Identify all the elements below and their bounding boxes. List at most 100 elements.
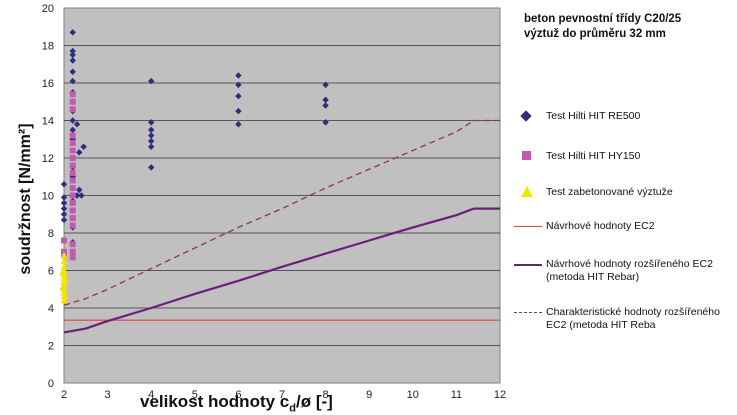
square-marker-icon bbox=[522, 151, 531, 160]
y-tick-label: 10 bbox=[42, 191, 54, 203]
y-tick-label: 2 bbox=[48, 341, 54, 353]
x-tick-label: 10 bbox=[407, 389, 419, 401]
legend-item-hy150: Test Hilti HIT HY150 bbox=[510, 150, 735, 164]
diamond-marker-icon bbox=[520, 110, 532, 122]
data-point bbox=[60, 263, 68, 270]
data-point bbox=[69, 170, 76, 176]
y-tick-label: 6 bbox=[48, 266, 54, 278]
data-point bbox=[69, 51, 76, 59]
x-tick-label: 6 bbox=[235, 389, 241, 401]
legend-label: Návrhové hodnoty rozšířeného EC2 (metoda… bbox=[546, 258, 713, 283]
data-point bbox=[69, 126, 76, 134]
data-point bbox=[69, 106, 76, 113]
data-point bbox=[69, 91, 76, 98]
x-tick-label: 9 bbox=[366, 389, 372, 401]
data-point bbox=[148, 126, 155, 134]
data-point bbox=[76, 186, 83, 194]
data-point bbox=[61, 248, 67, 255]
legend-label: Test zabetonované výztuže bbox=[546, 186, 673, 198]
y-tick-label: 0 bbox=[48, 378, 54, 390]
x-tick-label: 2 bbox=[61, 389, 67, 401]
y-tick-label: 18 bbox=[42, 41, 54, 53]
y-tick-label: 20 bbox=[42, 3, 54, 15]
data-point bbox=[69, 248, 76, 255]
data-point bbox=[80, 143, 87, 150]
data-point bbox=[60, 199, 68, 207]
data-point bbox=[59, 268, 67, 276]
data-point bbox=[69, 140, 76, 146]
data-point bbox=[61, 276, 69, 283]
data-point bbox=[322, 81, 329, 89]
data-point bbox=[148, 137, 155, 145]
series-line bbox=[63, 207, 500, 334]
legend-item-ec2: Návrhové hodnoty EC2 bbox=[510, 220, 735, 234]
data-point bbox=[60, 297, 68, 304]
x-tick-label: 4 bbox=[148, 389, 154, 401]
series-layer bbox=[59, 29, 500, 334]
data-point bbox=[69, 77, 76, 85]
data-point bbox=[69, 241, 76, 248]
data-point bbox=[148, 164, 155, 171]
x-tick-label: 3 bbox=[105, 389, 111, 401]
data-point bbox=[322, 119, 329, 126]
data-point bbox=[69, 185, 76, 191]
x-axis-label-prefix: velikost hodnoty c bbox=[140, 392, 290, 411]
data-point bbox=[60, 216, 68, 224]
x-axis-label: velikost hodnoty cd/ø [-] bbox=[140, 392, 440, 414]
x-axis-label-subscript: d bbox=[289, 402, 296, 415]
data-point bbox=[69, 222, 76, 229]
note-line-2: výztuž do průměru 32 mm bbox=[524, 28, 666, 40]
data-point bbox=[235, 121, 242, 128]
data-point bbox=[59, 283, 67, 291]
legend-item-characteristic: Charakteristické hodnoty rozšířeného EC2… bbox=[510, 306, 735, 332]
data-point bbox=[60, 211, 68, 218]
data-point bbox=[148, 143, 155, 150]
legend-item-ec2-extended: Návrhové hodnoty rozšířeného EC2 (metoda… bbox=[510, 258, 735, 284]
legend-item-cast-in: Test zabetonované výztuže bbox=[510, 186, 735, 200]
data-point bbox=[69, 207, 76, 214]
chart-note: beton pevnostní třídy C20/25 výztuž do p… bbox=[524, 12, 734, 42]
y-tick-label: 12 bbox=[42, 153, 54, 165]
y-axis-label: soudržnost [N/mm²] bbox=[17, 123, 34, 275]
legend-label: Test Hilti HIT RE500 bbox=[546, 110, 641, 122]
data-point bbox=[73, 121, 81, 128]
legend-label: Charakteristické hodnoty rozšířeného EC2… bbox=[546, 306, 720, 331]
data-point bbox=[69, 173, 76, 180]
data-point bbox=[148, 119, 155, 126]
data-point bbox=[61, 291, 69, 298]
data-point bbox=[235, 92, 242, 100]
data-point bbox=[60, 194, 68, 201]
data-point bbox=[69, 29, 76, 36]
data-point bbox=[69, 155, 76, 161]
data-point bbox=[69, 136, 76, 143]
x-tick-label: 8 bbox=[323, 389, 329, 401]
data-point bbox=[69, 117, 76, 124]
legend-item-re500: Test Hilti HIT RE500 bbox=[510, 110, 735, 124]
data-point bbox=[148, 77, 155, 85]
data-point bbox=[69, 200, 76, 206]
data-point bbox=[60, 257, 68, 264]
data-point bbox=[69, 68, 76, 75]
data-point bbox=[69, 147, 76, 154]
triangle-marker-icon bbox=[521, 186, 533, 197]
legend-label: Test Hilti HIT HY150 bbox=[546, 150, 641, 162]
line-marker-icon bbox=[514, 264, 542, 266]
y-tick-label: 8 bbox=[48, 228, 54, 240]
x-tick-label: 11 bbox=[451, 389, 462, 401]
data-point bbox=[69, 177, 76, 184]
data-point bbox=[73, 192, 81, 199]
data-point bbox=[60, 252, 68, 259]
data-point bbox=[69, 98, 76, 105]
data-point bbox=[148, 132, 155, 139]
data-point bbox=[69, 215, 76, 221]
x-tick-label: 12 bbox=[494, 389, 506, 401]
dashed-line-marker-icon bbox=[514, 312, 542, 313]
legend-label: Návrhové hodnoty EC2 bbox=[546, 220, 655, 232]
data-point bbox=[61, 237, 67, 244]
y-tick-label: 16 bbox=[42, 78, 54, 90]
y-tick-label: 14 bbox=[42, 116, 54, 128]
data-point bbox=[69, 162, 76, 169]
data-point bbox=[69, 132, 76, 139]
